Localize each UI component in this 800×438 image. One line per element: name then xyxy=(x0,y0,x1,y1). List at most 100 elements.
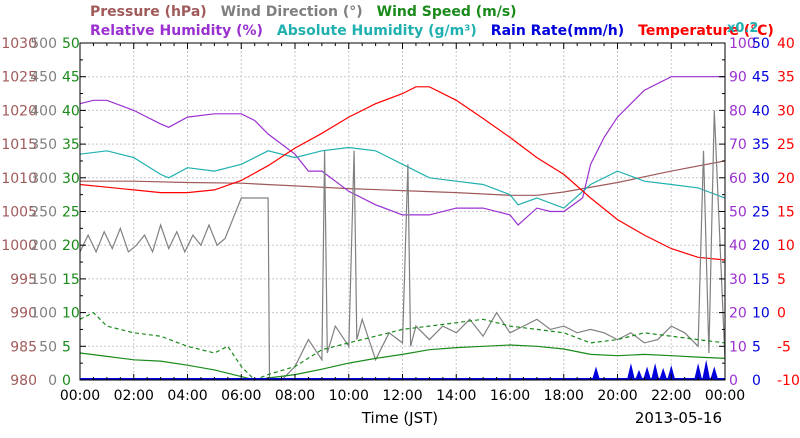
wind-speed-line xyxy=(79,344,726,381)
x-tick-label: 08:00 xyxy=(275,388,315,404)
rain-rate-axis-label: 25 xyxy=(752,205,770,221)
wind-direction-axis-label: 0 xyxy=(48,373,57,389)
temperature-axis-label: -5 xyxy=(777,339,791,355)
rain-rate-axis-label: 30 xyxy=(752,171,770,187)
date-label: 2013-05-16 xyxy=(635,409,722,427)
temperature-axis-label: -10 xyxy=(777,373,800,389)
legend-rain-rate: Rain Rate(mm/h) xyxy=(491,23,624,39)
legend-relative-humidity: Relative Humidity (%) xyxy=(90,23,263,39)
rain-burst xyxy=(694,363,703,380)
rain-rate-axis-label: 10 xyxy=(752,306,770,322)
x-tick-label: 00:00 xyxy=(705,388,745,404)
wind-speed-axis-label: 0 xyxy=(62,373,71,389)
relative-humidity-axis-label: 40 xyxy=(729,238,747,254)
legend-wind-direction: Wind Direction (°) xyxy=(221,4,363,20)
temperature-axis-label: 0 xyxy=(777,306,786,322)
pressure-line xyxy=(80,160,726,196)
x-tick-label: 14:00 xyxy=(436,388,476,404)
temperature-axis-label: 20 xyxy=(777,171,795,187)
legend-wind-speed: Wind Speed (m/s) xyxy=(377,4,517,20)
wind-speed-axis-label: 25 xyxy=(62,205,80,221)
relative-humidity-axis-label: 0 xyxy=(729,373,738,389)
relative-humidity-axis-label: 80 xyxy=(729,103,747,119)
relative-humidity-axis-label: 90 xyxy=(729,70,747,86)
pressure-axis-label: 980 xyxy=(10,373,37,389)
relative-humidity-axis-label: 30 xyxy=(729,272,747,288)
temperature-axis-label: 40 xyxy=(777,36,795,52)
x-tick-label: 06:00 xyxy=(221,388,261,404)
wind-direction-line xyxy=(79,110,726,381)
pressure-axis-label: 1015 xyxy=(1,137,37,153)
x-tick-label: 20:00 xyxy=(597,388,637,404)
x-tick-label: 02:00 xyxy=(114,388,154,404)
relative-humidity-axis-label: 100 xyxy=(729,36,756,52)
rain-rate-axis-label: 45 xyxy=(752,70,770,86)
x-tick-label: 12:00 xyxy=(382,388,422,404)
rain-burst xyxy=(651,363,660,380)
legend-layer: Pressure (hPa) Wind Direction (°) Wind Spe… xyxy=(90,4,774,39)
wind-speed-axis-label: 35 xyxy=(62,137,80,153)
rain-rate-axis-label: 50 xyxy=(752,36,770,52)
rain-rate-axis-label: 20 xyxy=(752,238,770,254)
wind-speed-axis-label: 30 xyxy=(62,171,80,187)
relative-humidity-axis-label: 20 xyxy=(729,306,747,322)
grid-layer xyxy=(79,42,726,381)
x-tick-label: 18:00 xyxy=(544,388,584,404)
wind-speed-axis-label: 40 xyxy=(62,103,80,119)
absolute-humidity-scale-note: x0.2 xyxy=(727,21,758,36)
temperature-axis-label: 15 xyxy=(777,205,795,221)
legend-pressure: Pressure (hPa) xyxy=(90,4,207,20)
pressure-axis-label: 1000 xyxy=(1,238,37,254)
wind-direction-axis-label: 400 xyxy=(30,103,57,119)
rain-burst xyxy=(667,365,676,380)
rain-rate-axis-label: 40 xyxy=(752,103,770,119)
rain-rate-axis-label: 15 xyxy=(752,272,770,288)
legend-temperature: Temperature (°C) xyxy=(638,23,774,39)
temperature-line xyxy=(79,86,726,261)
pressure-axis-label: 1030 xyxy=(1,36,37,52)
rain-burst xyxy=(702,359,711,380)
wind-direction-axis-label: 50 xyxy=(39,339,57,355)
wind-speed-axis-label: 5 xyxy=(62,339,71,355)
pressure-axis-label: 1005 xyxy=(1,205,37,221)
pressure-axis-label: 1020 xyxy=(1,103,37,119)
rain-burst xyxy=(643,366,652,380)
rain-burst xyxy=(659,367,668,380)
wind-speed-axis-label: 15 xyxy=(62,272,80,288)
pressure-axis-label: 990 xyxy=(10,306,37,322)
rain-burst xyxy=(635,369,643,380)
wind-direction-axis-label: 500 xyxy=(30,36,57,52)
relative-humidity-axis-label: 10 xyxy=(729,339,747,355)
relative-humidity-line xyxy=(79,76,725,226)
x-tick-label: 10:00 xyxy=(329,388,369,404)
pressure-axis-label: 985 xyxy=(10,339,37,355)
wind-speed-axis-label: 10 xyxy=(62,306,80,322)
legend-absolute-humidity: Absolute Humidity (g/m³) xyxy=(277,23,477,39)
x-tick-label: 22:00 xyxy=(651,388,691,404)
axes-layer: 1030102510201015101010051000995990985980… xyxy=(1,36,800,404)
frame-layer xyxy=(79,42,726,381)
rain-rate-axis-label: 0 xyxy=(752,373,761,389)
temperature-axis-label: 10 xyxy=(777,238,795,254)
wind-direction-axis-label: 200 xyxy=(30,238,57,254)
wind-direction-axis-label: 300 xyxy=(30,171,57,187)
wind-direction-axis-label: 100 xyxy=(30,306,57,322)
absolute-humidity-line xyxy=(79,146,726,209)
temperature-axis-label: 35 xyxy=(777,70,795,86)
rain-burst xyxy=(592,366,600,380)
rain-burst xyxy=(626,363,635,380)
wind-speed-axis-label: 50 xyxy=(62,36,80,52)
pressure-axis-label: 1010 xyxy=(1,171,37,187)
x-axis-label: Time (JST) xyxy=(361,409,438,427)
rain-burst xyxy=(710,366,719,380)
temperature-axis-label: 30 xyxy=(777,103,795,119)
rain-rate-axis-label: 5 xyxy=(752,339,761,355)
pressure-axis-label: 995 xyxy=(10,272,37,288)
wind-speed-axis-label: 45 xyxy=(62,70,80,86)
relative-humidity-axis-label: 50 xyxy=(729,205,747,221)
temperature-axis-label: 25 xyxy=(777,137,795,153)
rain-rate-axis-label: 35 xyxy=(752,137,770,153)
relative-humidity-axis-label: 70 xyxy=(729,137,747,153)
wind-direction-axis-label: 150 xyxy=(30,272,57,288)
